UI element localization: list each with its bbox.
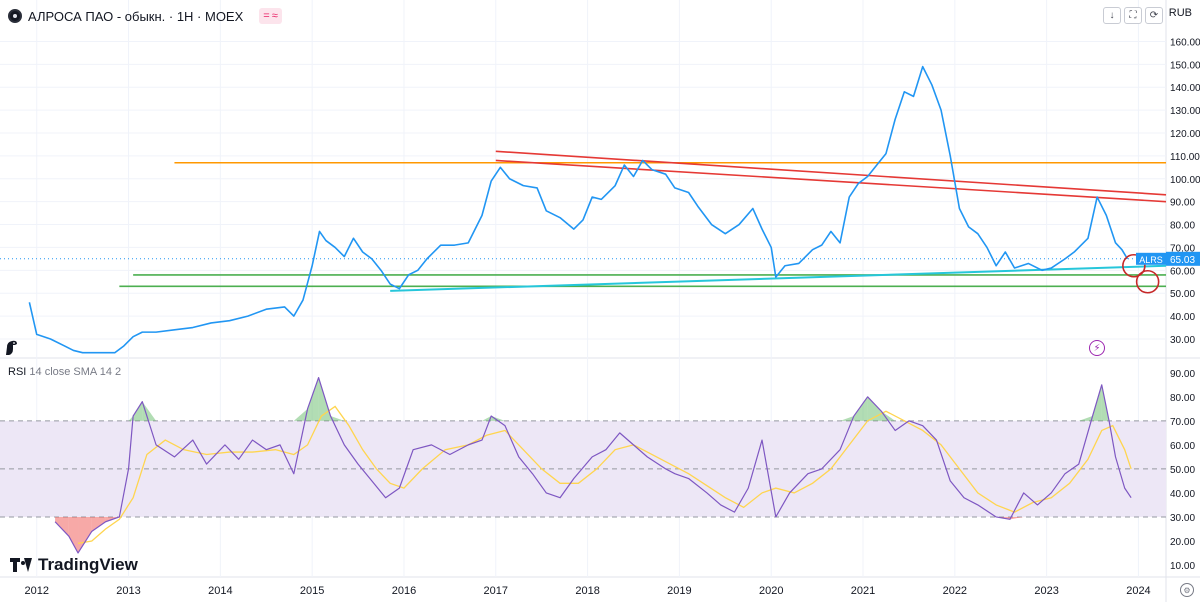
rsi-overbought-fill	[881, 411, 896, 421]
rsi-oversold-fill	[68, 516, 79, 553]
price-series-line[interactable]	[28, 65, 1129, 354]
red-lower-trendline[interactable]	[495, 159, 1167, 203]
x-tick-label: 2020	[759, 585, 783, 597]
rsi-y-tick-label: 30.00	[1170, 513, 1195, 524]
rsi-overbought-fill	[293, 408, 308, 421]
rsi-legend[interactable]: RSI 14 close SMA 14 2	[8, 366, 121, 378]
rsi-overbought-fill	[128, 416, 134, 421]
price-y-tick-label: 160.00	[1170, 37, 1200, 48]
wave-icon: ≈	[271, 10, 278, 22]
rsi-overbought-fill	[133, 401, 143, 421]
brand-name: TradingView	[38, 555, 138, 574]
price-y-tick-label: 140.00	[1170, 83, 1200, 94]
currency-label[interactable]: RUB	[1168, 7, 1192, 19]
tradingview-logo[interactable]: TradingView	[10, 555, 138, 575]
rsi-y-tick-label: 50.00	[1170, 465, 1195, 476]
red-upper-trendline[interactable]	[495, 150, 1167, 196]
last-price-label: 65.03	[1170, 255, 1195, 266]
price-y-tick-label: 40.00	[1170, 312, 1195, 323]
price-y-tick-label: 110.00	[1170, 152, 1200, 163]
rsi-y-tick-label: 80.00	[1170, 393, 1195, 404]
symbol-tag-text: ALRS	[1139, 255, 1163, 265]
x-tick-label: 2014	[208, 585, 232, 597]
snapshot-button[interactable]: ⟳	[1145, 7, 1163, 24]
rsi-oversold-fill	[78, 516, 92, 553]
equals-icon: =	[263, 10, 270, 22]
last-price-box	[1166, 251, 1200, 266]
price-y-tick-label: 120.00	[1170, 129, 1200, 140]
x-tick-label: 2015	[300, 585, 324, 597]
rsi-oversold-fill	[91, 516, 106, 532]
rsi-oversold-fill	[55, 516, 69, 537]
rsi-y-tick-label: 10.00	[1170, 561, 1195, 572]
rsi-overbought-fill	[840, 416, 854, 421]
dino-icon[interactable]	[4, 338, 20, 356]
tradingview-mark-icon	[10, 558, 32, 572]
x-tick-label: 2022	[943, 585, 967, 597]
price-y-tick-label: 80.00	[1170, 221, 1195, 232]
rsi-overbought-fill	[330, 416, 345, 421]
circle-1-annotation[interactable]	[1122, 253, 1146, 278]
settings-icon[interactable]: ⚙	[1180, 583, 1194, 597]
symbol-logo-icon	[8, 9, 22, 23]
price-y-tick-label: 100.00	[1170, 175, 1200, 186]
chart-header: АЛРОСА ПАО - обыкн. · 1Н · MOEX = ≈	[8, 6, 282, 26]
rsi-y-tick-label: 20.00	[1170, 537, 1195, 548]
x-tick-label: 2012	[24, 585, 48, 597]
rsi-overbought-fill	[491, 416, 505, 421]
price-y-tick-label: 90.00	[1170, 198, 1195, 209]
rsi-y-tick-label: 90.00	[1170, 369, 1195, 380]
teal-support-trendline[interactable]	[390, 264, 1167, 292]
collapse-button[interactable]: ↓	[1103, 7, 1121, 24]
rsi-sma-line[interactable]	[77, 405, 1132, 545]
price-y-tick-label: 70.00	[1170, 243, 1195, 254]
rsi-y-tick-label: 60.00	[1170, 441, 1195, 452]
rsi-y-tick-label: 70.00	[1170, 417, 1195, 428]
rsi-overbought-fill	[142, 401, 157, 421]
x-tick-label: 2023	[1034, 585, 1058, 597]
x-tick-label: 2016	[392, 585, 416, 597]
price-y-tick-label: 30.00	[1170, 335, 1195, 346]
rsi-params: 14 close SMA 14 2	[29, 366, 122, 378]
price-y-tick-label: 150.00	[1170, 60, 1200, 71]
price-y-tick-label: 50.00	[1170, 289, 1195, 300]
x-tick-label: 2013	[116, 585, 140, 597]
rsi-oversold-fill	[1009, 516, 1024, 520]
x-tick-label: 2018	[575, 585, 599, 597]
circle-2-annotation[interactable]	[1135, 269, 1160, 294]
price-y-tick-label: 130.00	[1170, 106, 1200, 117]
chart-title[interactable]: АЛРОСА ПАО - обыкн. · 1Н · MOEX	[28, 8, 244, 24]
rsi-overbought-fill	[307, 377, 319, 421]
rsi-band	[0, 420, 1166, 517]
x-tick-label: 2024	[1126, 585, 1150, 597]
symbol-tag	[1136, 252, 1166, 265]
x-tick-label: 2017	[484, 585, 508, 597]
price-y-tick-label: 60.00	[1170, 266, 1195, 277]
rsi-line[interactable]	[54, 377, 1132, 554]
rsi-overbought-fill	[853, 396, 868, 421]
rsi-y-tick-label: 40.00	[1170, 489, 1195, 500]
x-tick-label: 2021	[851, 585, 875, 597]
fullscreen-button[interactable]: ⛶	[1124, 7, 1142, 24]
rsi-overbought-fill	[1078, 416, 1093, 421]
x-tick-label: 2019	[667, 585, 691, 597]
rsi-overbought-fill	[482, 416, 492, 421]
chart-toolbar: ↓ ⛶ ⟳	[1103, 7, 1163, 24]
rsi-name: RSI	[8, 366, 27, 378]
indicators-badge[interactable]: = ≈	[259, 8, 282, 24]
bolt-icon[interactable]: ⚡	[1089, 340, 1105, 356]
